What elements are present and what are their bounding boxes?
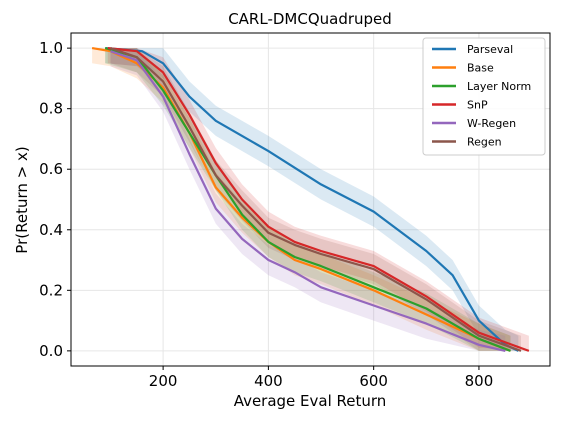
x-tick-label: 600 bbox=[359, 372, 388, 390]
chart-title: CARL-DMCQuadruped bbox=[228, 10, 392, 28]
band-regen bbox=[110, 48, 521, 351]
legend-label: Parseval bbox=[467, 43, 513, 56]
y-tick-label: 0.8 bbox=[39, 100, 63, 118]
band-parseval bbox=[105, 48, 519, 351]
series-line-regen bbox=[110, 47, 522, 352]
series-lines bbox=[91, 47, 530, 352]
x-tick-label: 800 bbox=[465, 372, 494, 390]
legend-label: W-Regen bbox=[467, 117, 516, 130]
y-tick-label: 0.2 bbox=[39, 281, 63, 299]
legend-label: Base bbox=[467, 62, 494, 75]
x-tick-label: 400 bbox=[254, 372, 283, 390]
band-snp bbox=[107, 48, 529, 351]
x-tick-label: 200 bbox=[149, 372, 178, 390]
y-tick-label: 0.0 bbox=[39, 342, 63, 360]
band-base bbox=[92, 48, 511, 351]
x-axis-label: Average Eval Return bbox=[234, 392, 387, 410]
legend-label: SnP bbox=[467, 99, 488, 112]
y-tick-label: 0.4 bbox=[39, 221, 63, 239]
series-line-layer-norm bbox=[104, 47, 511, 352]
band-layer-norm bbox=[105, 48, 511, 351]
legend: Parseval Base Layer Norm SnP W-Regen Regen bbox=[422, 37, 546, 156]
series-line-snp bbox=[107, 47, 530, 352]
y-axis: 0.0 0.2 0.4 0.6 0.8 1.0 bbox=[39, 39, 71, 360]
x-axis: 200 400 600 800 bbox=[149, 366, 493, 390]
y-tick-label: 0.6 bbox=[39, 160, 63, 178]
legend-label: Regen bbox=[467, 136, 502, 149]
plot-frame bbox=[70, 32, 551, 367]
y-axis-label: Pr(Return > x) bbox=[13, 146, 31, 253]
legend-label: Layer Norm bbox=[467, 80, 531, 93]
y-tick-label: 1.0 bbox=[39, 39, 63, 57]
series-line-parseval bbox=[105, 47, 519, 352]
series-line-w-regen bbox=[110, 50, 506, 352]
